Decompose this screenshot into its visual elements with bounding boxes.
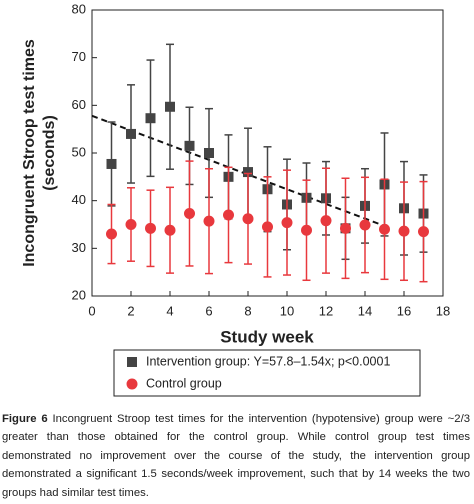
data-point (184, 208, 195, 220)
data-point (418, 226, 429, 238)
x-tick-label: 0 (88, 303, 95, 318)
data-point (145, 113, 156, 124)
y-tick-label: 20 (72, 287, 86, 302)
data-point (145, 222, 156, 234)
y-tick-label: 70 (72, 49, 86, 64)
caption-label: Figure 6 (2, 413, 48, 425)
data-point (320, 215, 332, 227)
legend-label: Control group (146, 376, 222, 390)
x-tick-label: 18 (436, 303, 450, 318)
data-point (165, 101, 175, 112)
data-point (204, 148, 214, 158)
y-tick-label: 50 (72, 144, 86, 159)
caption-text: Incongruent Stroop test times for the in… (2, 413, 470, 499)
x-tick-label: 4 (166, 303, 173, 318)
data-point (359, 219, 371, 231)
x-tick-label: 2 (127, 303, 134, 318)
data-point (379, 223, 390, 235)
y-tick-label: 40 (72, 192, 86, 207)
x-tick-label: 10 (280, 303, 294, 318)
data-point (203, 215, 215, 227)
data-point (164, 224, 176, 236)
legend-marker (127, 357, 137, 367)
x-tick-label: 16 (397, 303, 411, 318)
data-point (242, 213, 254, 225)
x-tick-label: 6 (205, 303, 212, 318)
data-point (340, 222, 351, 234)
x-axis-label: Study week (220, 327, 314, 346)
trend-line (91, 114, 385, 227)
data-point (262, 221, 273, 233)
data-point (223, 209, 234, 221)
x-tick-label: 8 (244, 303, 251, 318)
y-tick-label: 30 (72, 240, 86, 255)
legend-box (113, 349, 421, 397)
data-point (126, 128, 136, 139)
legend-label: Intervention group: Y=57.8–1.54x; p<0.00… (146, 354, 390, 368)
data-point (125, 219, 137, 230)
chart: Incongruent Stroop test times (seconds) … (21, 1, 450, 397)
y-tick-label: 80 (72, 1, 86, 16)
y-axis-label: (seconds) (41, 115, 58, 191)
data-point (106, 228, 117, 240)
figure-caption: Figure 6 Incongruent Stroop test times f… (2, 410, 470, 502)
x-tick-label: 14 (358, 303, 372, 318)
data-point (243, 167, 253, 178)
y-axis-label: Incongruent Stroop test times (21, 39, 38, 267)
data-point (301, 224, 312, 236)
data-point (281, 217, 293, 229)
x-tick-label: 12 (319, 303, 333, 318)
data-point (106, 158, 117, 169)
data-point (184, 140, 195, 151)
y-tick-label: 60 (72, 97, 86, 112)
data-point (398, 225, 410, 237)
legend-marker (126, 378, 138, 390)
